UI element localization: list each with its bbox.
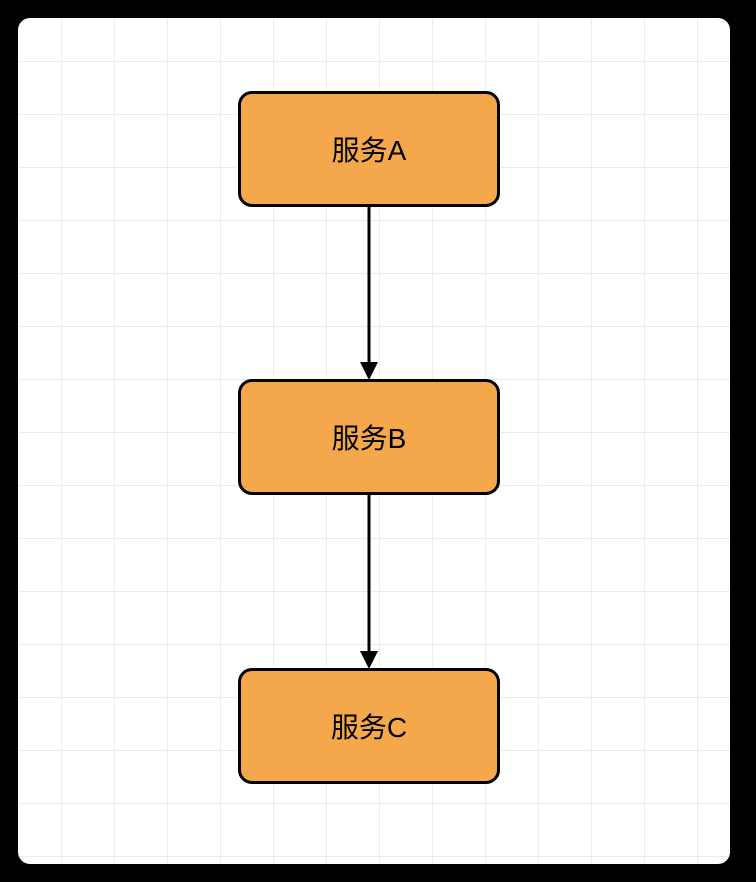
node-label: 服务A — [332, 129, 407, 169]
node-label: 服务B — [332, 417, 407, 457]
flowchart-diagram: 服务A 服务B 服务C — [18, 18, 730, 864]
node-service-a[interactable]: 服务A — [238, 91, 500, 207]
node-service-c[interactable]: 服务C — [238, 668, 500, 784]
node-label: 服务C — [331, 706, 407, 746]
diagram-canvas: 服务A 服务B 服务C — [18, 18, 730, 864]
node-service-b[interactable]: 服务B — [238, 379, 500, 495]
